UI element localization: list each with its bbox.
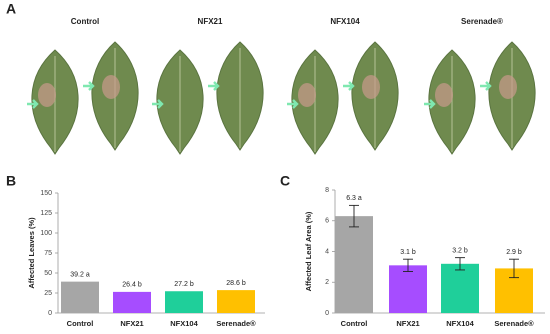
y-axis-title: Affected Leaf Area (%) <box>304 211 313 291</box>
lesion <box>38 83 56 107</box>
x-tick-label: Control <box>341 319 368 328</box>
value-label: 27.2 b <box>174 281 194 288</box>
bar <box>217 290 255 313</box>
arrow <box>343 81 355 91</box>
bar <box>165 291 203 313</box>
y-tick-label: 25 <box>44 290 52 297</box>
y-tick-label: 6 <box>325 218 329 225</box>
arrow <box>480 81 492 91</box>
arrow <box>152 99 164 109</box>
bar <box>113 291 151 313</box>
arrow <box>287 99 299 109</box>
y-tick-label: 8 <box>325 187 329 194</box>
error-bar <box>455 257 465 271</box>
x-tick-label: Control <box>67 319 94 328</box>
value-label: 3.1 b <box>400 249 416 256</box>
lesion <box>499 75 517 99</box>
arrow <box>424 99 436 109</box>
x-tick-label: Serenade® <box>216 319 256 328</box>
y-tick-label: 125 <box>40 210 52 217</box>
column-title: Control <box>71 17 99 26</box>
bar <box>389 265 427 313</box>
lesion <box>435 83 453 107</box>
y-tick-label: 100 <box>40 230 52 237</box>
y-tick-label: 0 <box>48 310 52 317</box>
y-axis-title: Affected Leaves (%) <box>27 217 36 289</box>
column-title: Serenade® <box>461 17 503 26</box>
error-bar <box>349 204 359 228</box>
value-label: 26.4 b <box>122 282 142 289</box>
panel-label: A <box>6 1 16 17</box>
x-tick-label: NFX104 <box>170 319 198 328</box>
panel-label: C <box>280 173 290 189</box>
y-tick-label: 75 <box>44 250 52 257</box>
arrow <box>27 99 39 109</box>
value-label: 6.3 a <box>346 195 362 202</box>
panel-label: B <box>6 173 16 189</box>
value-label: 2.9 b <box>506 249 522 256</box>
column-title: NFX21 <box>198 17 223 26</box>
leaf-photos <box>27 41 536 155</box>
error-bar <box>403 258 413 272</box>
arrow <box>83 81 95 91</box>
bar <box>441 263 479 313</box>
y-tick-label: 2 <box>325 279 329 286</box>
y-tick-label: 50 <box>44 270 52 277</box>
arrow <box>208 81 220 91</box>
value-label: 28.6 b <box>226 280 246 287</box>
lesion <box>362 75 380 99</box>
x-tick-label: Serenade® <box>494 319 534 328</box>
y-tick-label: 4 <box>325 248 329 255</box>
lesion <box>102 75 120 99</box>
y-tick-label: 0 <box>325 310 329 317</box>
bar <box>61 281 99 313</box>
y-tick-label: 150 <box>40 190 52 197</box>
bar <box>335 216 373 313</box>
value-label: 39.2 a <box>70 271 90 278</box>
x-tick-label: NFX104 <box>446 319 474 328</box>
value-label: 3.2 b <box>452 247 468 254</box>
column-title: NFX104 <box>330 17 360 26</box>
error-bar <box>509 258 519 279</box>
x-tick-label: NFX21 <box>120 319 143 328</box>
lesion <box>298 83 316 107</box>
x-tick-label: NFX21 <box>396 319 419 328</box>
